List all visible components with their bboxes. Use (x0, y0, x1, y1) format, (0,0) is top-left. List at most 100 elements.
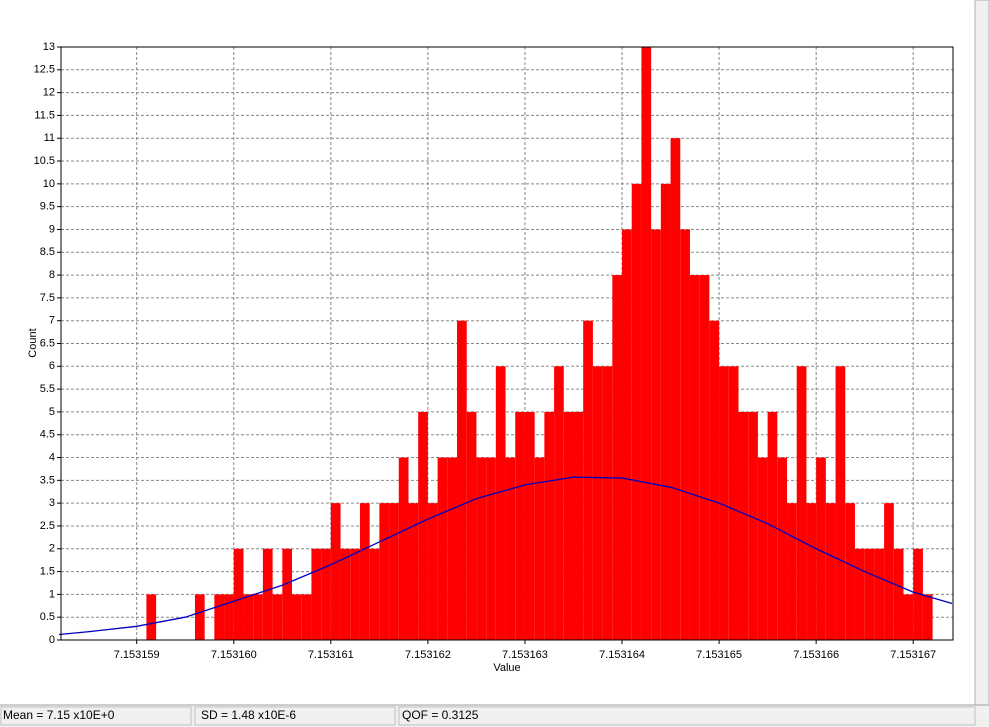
bar (495, 366, 506, 640)
y-tick-label: 8.5 (40, 246, 55, 258)
bar (457, 320, 467, 640)
bar (253, 594, 263, 640)
bar (476, 457, 487, 640)
bar (359, 503, 370, 640)
bar (709, 320, 720, 640)
bar (641, 47, 652, 640)
bar (719, 366, 729, 640)
y-tick-label: 8 (49, 269, 55, 281)
x-tick-label: 7.153161 (308, 649, 354, 661)
bar (389, 503, 399, 640)
y-tick-label: 9 (49, 223, 55, 235)
bar (680, 229, 690, 640)
y-tick-label: 5 (49, 406, 55, 418)
x-axis-label: Value (493, 662, 520, 674)
x-tick-label: 7.153166 (793, 649, 839, 661)
bar (922, 594, 933, 640)
bar (884, 503, 894, 640)
bar (913, 548, 923, 640)
bar (777, 457, 788, 640)
bar (243, 594, 254, 640)
bar (214, 594, 225, 640)
bar (486, 457, 496, 640)
bar (874, 548, 885, 640)
y-tick-label: 3.5 (40, 474, 55, 486)
y-tick-label: 10.5 (34, 155, 55, 167)
bar (427, 503, 438, 640)
y-tick-label: 7 (49, 315, 55, 327)
bar (699, 275, 710, 640)
bar (369, 548, 380, 640)
bar (787, 503, 797, 640)
bar (146, 594, 157, 640)
bar (224, 594, 234, 640)
bar (398, 457, 409, 640)
x-tick-label: 7.153164 (599, 649, 645, 661)
bar (563, 411, 574, 640)
y-tick-label: 10 (43, 178, 55, 190)
y-tick-label: 6 (49, 360, 55, 372)
bar (825, 503, 836, 640)
bar (282, 548, 293, 640)
y-tick-label: 0 (49, 634, 55, 646)
bar (835, 366, 846, 640)
bar (622, 229, 632, 640)
bar (311, 548, 322, 640)
bar (845, 503, 855, 640)
bar (447, 457, 458, 640)
y-tick-label: 3 (49, 497, 55, 509)
y-tick-label: 4 (49, 451, 55, 463)
bar (806, 503, 817, 640)
x-tick-label: 7.153162 (405, 649, 451, 661)
bar (233, 548, 244, 640)
side-border (974, 0, 989, 706)
status-mean: Mean = 7.15 x10E+0 (3, 708, 115, 722)
x-tick-label: 7.153160 (211, 649, 257, 661)
y-tick-label: 2.5 (40, 520, 55, 532)
bar (544, 411, 555, 640)
x-tick-label: 7.153165 (696, 649, 742, 661)
bar (272, 594, 283, 640)
status-panel (0, 706, 192, 726)
bar (534, 457, 545, 640)
y-tick-label: 2 (49, 543, 55, 555)
bar (631, 183, 642, 640)
bar (437, 457, 448, 640)
bar (757, 457, 768, 640)
bar (301, 594, 312, 640)
status-qof: QOF = 0.3125 (402, 708, 479, 722)
bar (321, 548, 331, 640)
bar (728, 366, 739, 640)
status-sd: SD = 1.48 x10E-6 (201, 708, 296, 722)
y-tick-label: 12.5 (34, 64, 55, 76)
bar (738, 411, 749, 640)
y-tick-label: 13 (43, 41, 55, 53)
y-axis-label: Count (27, 328, 39, 357)
x-tick-label: 7.153163 (502, 649, 548, 661)
bar (418, 411, 428, 640)
bar (796, 366, 807, 640)
bar (816, 457, 826, 640)
bar (515, 411, 525, 640)
y-tick-label: 7.5 (40, 292, 55, 304)
bar (660, 183, 671, 640)
bar (651, 229, 661, 640)
y-tick-label: 5.5 (40, 383, 55, 395)
y-tick-label: 1.5 (40, 565, 55, 577)
bar (864, 548, 875, 640)
bar (903, 594, 914, 640)
plot: 00.511.522.533.544.555.566.577.588.599.5… (34, 41, 954, 661)
bar (466, 411, 477, 640)
x-tick-label: 7.153167 (890, 649, 936, 661)
y-tick-label: 12 (43, 87, 55, 99)
bar (194, 594, 205, 640)
bar (854, 548, 865, 640)
bar (292, 594, 302, 640)
status-panel (194, 706, 396, 726)
bar (340, 548, 351, 640)
plot-frame (60, 46, 954, 641)
bar (524, 411, 535, 640)
y-tick-label: 9.5 (40, 201, 55, 213)
bar (379, 503, 390, 640)
